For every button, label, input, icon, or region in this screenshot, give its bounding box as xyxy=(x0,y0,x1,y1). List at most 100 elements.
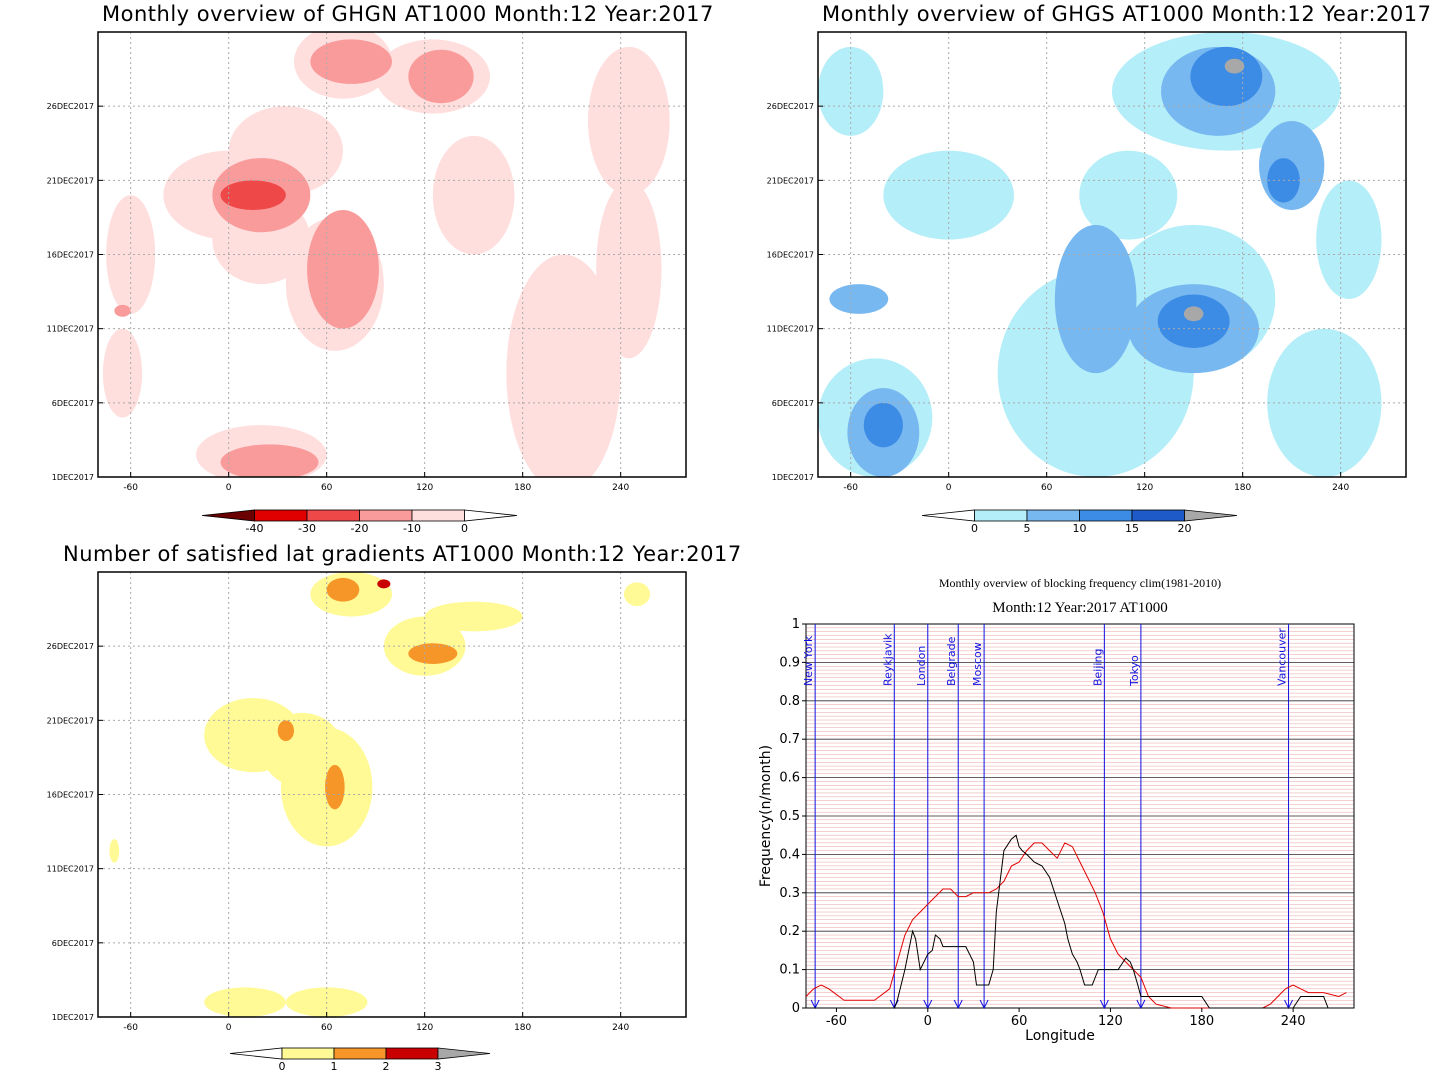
x-tick-label: -60 xyxy=(123,483,138,493)
x-tick-label: 0 xyxy=(924,1014,932,1029)
y-tick-label: 0.1 xyxy=(779,963,800,978)
y-tick-label: 0.3 xyxy=(779,886,800,901)
contour-blob xyxy=(1079,150,1178,240)
colorbar: 0 5 10 15 20 xyxy=(921,509,1238,535)
heatmap-fills xyxy=(818,32,1382,477)
contour-blob xyxy=(623,582,651,607)
colorbar-end xyxy=(921,509,975,522)
contour-blob xyxy=(307,210,379,329)
colorbar-segment xyxy=(333,1047,387,1060)
x-tick-label: 60 xyxy=(321,483,333,493)
colorbar-segment xyxy=(1079,509,1133,522)
contour-blob xyxy=(326,577,360,602)
city-marker-label: Beijing xyxy=(1091,649,1104,686)
y-tick-label: 11DEC2017 xyxy=(767,325,814,334)
colorbar-label: 3 xyxy=(435,1060,442,1073)
colorbar-label: -30 xyxy=(298,522,316,535)
x-tick-label: 60 xyxy=(1041,483,1053,493)
x-tick-label: 120 xyxy=(1136,483,1153,493)
colorbar-end xyxy=(201,509,255,522)
y-tick-label: 0.6 xyxy=(779,771,800,786)
contour-blob xyxy=(408,49,474,104)
y-tick-label: 6DEC2017 xyxy=(52,939,94,948)
x-tick-label: -60 xyxy=(843,483,858,493)
contour-blob xyxy=(220,180,286,211)
x-tick-label: 120 xyxy=(416,1023,433,1033)
contour-blob xyxy=(325,764,345,810)
city-marker-label: Vancouver xyxy=(1276,628,1289,686)
blocking-line-chart: New York Reykjavik London Belgrade Moscow Bei… xyxy=(758,617,1355,1044)
colorbar-segment xyxy=(1131,509,1185,522)
city-marker-arrow xyxy=(1099,999,1109,1010)
contour-blob xyxy=(204,987,286,1017)
y-tick-label: 21DEC2017 xyxy=(47,716,94,725)
city-marker-label: London xyxy=(915,646,928,686)
panel-gradients: Number of satisfied lat gradients AT1000… xyxy=(0,540,742,1091)
contour-blob xyxy=(277,720,295,742)
colorbar: 0 1 2 3 xyxy=(229,1047,491,1073)
contour-blob xyxy=(1183,306,1204,322)
colorbar-label: -40 xyxy=(246,522,264,535)
x-tick-label: 120 xyxy=(1098,1014,1123,1029)
city-marker-arrow xyxy=(953,999,963,1010)
ghgn-heatmap: -60 0 60 120 180 240 1DEC2017 6DEC2017 11DEC2017… xyxy=(47,31,687,535)
colorbar-label: 0 xyxy=(971,522,978,535)
contour-blob xyxy=(114,304,131,317)
colorbar-segment xyxy=(411,509,465,522)
colorbar-label: -10 xyxy=(403,522,421,535)
y-tick-label: 0.5 xyxy=(779,809,800,824)
colorbar-segment xyxy=(281,1047,335,1060)
contour-blob xyxy=(1054,224,1137,374)
colorbar-label: 1 xyxy=(331,1060,338,1073)
contour-blob xyxy=(109,839,120,863)
y-tick-label: 0.8 xyxy=(779,694,800,709)
y-tick-label: 21DEC2017 xyxy=(47,176,94,185)
y-tick-label: 0.9 xyxy=(779,655,800,670)
contour-blob xyxy=(1157,294,1230,348)
contour-blob xyxy=(424,601,523,632)
blocking-title: Monthly overview of blocking frequency c… xyxy=(938,576,1222,590)
city-marker-arrow xyxy=(979,999,989,1010)
x-tick-label: 60 xyxy=(321,1023,333,1033)
contour-blob xyxy=(829,284,889,314)
x-tick-label: 180 xyxy=(514,1023,531,1033)
colorbar-label: 0 xyxy=(461,522,468,535)
heatmap-fills xyxy=(102,32,670,477)
ghgs-title: Monthly overview of GHGS AT1000 Month:12… xyxy=(822,2,1432,26)
y-tick-label: 1DEC2017 xyxy=(772,473,814,482)
contour-blob xyxy=(1224,58,1245,74)
y-axis-label: Frequency(n/month) xyxy=(758,745,774,887)
contour-blob xyxy=(102,328,143,418)
y-tick-label: 11DEC2017 xyxy=(47,325,94,334)
series-line xyxy=(805,842,1347,1009)
colorbar-label: 5 xyxy=(1024,522,1031,535)
y-tick-label: 16DEC2017 xyxy=(47,251,94,260)
y-tick-label: 26DEC2017 xyxy=(767,102,814,111)
y-tick-label: 1DEC2017 xyxy=(52,1013,94,1022)
city-marker-arrow xyxy=(1136,999,1146,1010)
x-tick-label: -60 xyxy=(123,1023,138,1033)
colorbar-end xyxy=(437,1047,491,1060)
colorbar-segment xyxy=(385,1047,439,1060)
colorbar-segment xyxy=(974,509,1028,522)
y-tick-label: 0.4 xyxy=(779,847,800,862)
contour-blob xyxy=(818,46,884,136)
y-tick-label: 0.7 xyxy=(779,732,800,747)
x-tick-label: 0 xyxy=(946,483,952,493)
x-tick-label: 120 xyxy=(416,483,433,493)
ghgs-heatmap: -60 0 60 120 180 240 1DEC2017 6DEC2017 11DEC2017… xyxy=(767,31,1407,535)
contour-blob xyxy=(596,180,662,359)
contour-blob xyxy=(1190,46,1263,107)
contour-blob xyxy=(377,579,391,589)
y-tick-label: 1 xyxy=(792,617,800,632)
contour-blob xyxy=(220,444,319,477)
contour-blob xyxy=(106,195,156,314)
contour-blob xyxy=(310,39,392,84)
colorbar-segment xyxy=(306,509,360,522)
colorbar-segment xyxy=(359,509,413,522)
contour-blob xyxy=(863,402,903,448)
colorbar-segment xyxy=(1026,509,1080,522)
x-tick-label: 180 xyxy=(514,483,531,493)
blocking-subtitle: Month:12 Year:2017 AT1000 xyxy=(992,600,1168,616)
y-tick-label: 21DEC2017 xyxy=(767,176,814,185)
